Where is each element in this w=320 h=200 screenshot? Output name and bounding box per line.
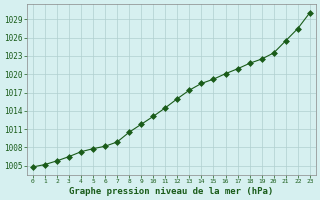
X-axis label: Graphe pression niveau de la mer (hPa): Graphe pression niveau de la mer (hPa) [69, 187, 274, 196]
